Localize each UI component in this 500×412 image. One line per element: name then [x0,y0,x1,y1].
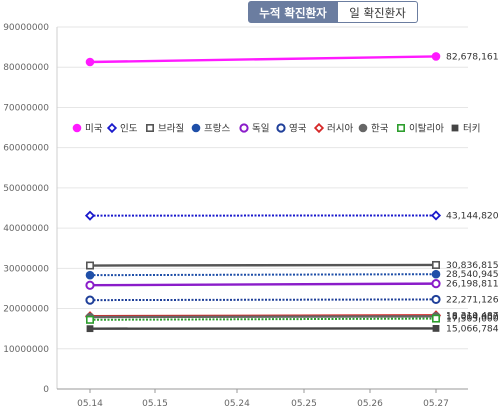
end-value-label: 82,678,161 [446,51,499,62]
legend-label: 이탈리아 [409,123,444,135]
legend-marker [276,123,286,133]
x-tick-label: 05.24 [224,399,250,409]
y-tick-label: 30000000 [3,264,49,274]
series-line-4 [89,282,437,287]
y-tick-label: 0 [43,385,49,395]
series-end-marker [430,210,442,221]
legend-marker [239,123,249,133]
series-start-marker [85,295,95,305]
series-start-marker [85,280,95,290]
end-value-label: 22,271,126 [446,294,499,305]
end-value-label: 26,198,811 [446,279,499,290]
legend-label: 한국 [371,124,389,135]
legend-marker [106,122,118,134]
series-end-marker [431,269,441,279]
series-start-marker [85,57,95,67]
series-end-marker [431,52,441,61]
end-value-label: 43,144,820 [446,210,499,221]
y-tick-label: 20000000 [3,305,49,315]
series-end-marker [431,294,441,305]
legend-marker [191,123,201,133]
series-end-marker [431,260,440,269]
y-tick-label: 50000000 [3,184,49,194]
legend-label: 인도 [120,124,138,135]
end-value-label: 17,505,000 [446,314,499,325]
legend-marker [358,123,368,133]
y-tick-label: 70000000 [3,103,49,113]
x-tick-label: 05.27 [423,399,449,409]
y-tick-label: 60000000 [3,144,49,154]
legend-label: 러시아 [327,124,353,135]
series-end-marker [432,324,440,332]
legend-label: 브라질 [158,123,184,135]
series-line-5 [89,298,437,302]
legend-label: 터키 [463,124,480,135]
y-tick-label: 90000000 [3,23,49,33]
tab-cumulative-cases[interactable]: 누적 확진환자 [248,1,338,23]
legend-marker [396,124,405,133]
end-value-label: 15,066,784 [446,323,499,334]
series-end-marker [431,279,441,289]
legend-marker [313,122,325,134]
legend-marker [146,124,155,133]
end-value-label: 18,064,000 [446,311,499,322]
series-line-3 [89,273,437,277]
legend-marker [451,124,459,132]
series-start-marker [86,325,94,333]
legend-marker [72,123,82,133]
series-line-7 [89,315,437,319]
legend-label: 독일 [252,124,269,135]
x-tick-label: 05.15 [142,399,168,409]
series-end-marker [431,314,440,323]
x-tick-label: 05.26 [357,399,383,409]
x-tick-label: 05.25 [291,399,317,409]
tab-daily-cases[interactable]: 일 확진환자 [338,1,418,23]
view-tabs: 누적 확진환자 일 확진환자 [248,1,418,23]
legend-label: 프랑스 [204,123,230,135]
legend-label: 영국 [289,124,307,135]
end-value-label: 30,836,815 [446,260,499,271]
legend-label: 미국 [85,124,103,135]
y-tick-label: 10000000 [3,345,49,355]
y-tick-label: 80000000 [3,63,49,73]
series-line-0 [89,55,437,64]
series-line-2 [89,263,437,267]
x-tick-label: 05.14 [77,399,103,409]
series-line-8 [89,317,437,321]
series-start-marker [84,210,96,221]
series-start-marker [86,315,95,324]
end-value-label: 28,540,945 [446,269,499,280]
end-value-label: 18,310,487 [446,310,499,321]
series-start-marker [85,270,95,280]
series-start-marker [86,261,95,270]
y-tick-label: 40000000 [3,224,49,234]
